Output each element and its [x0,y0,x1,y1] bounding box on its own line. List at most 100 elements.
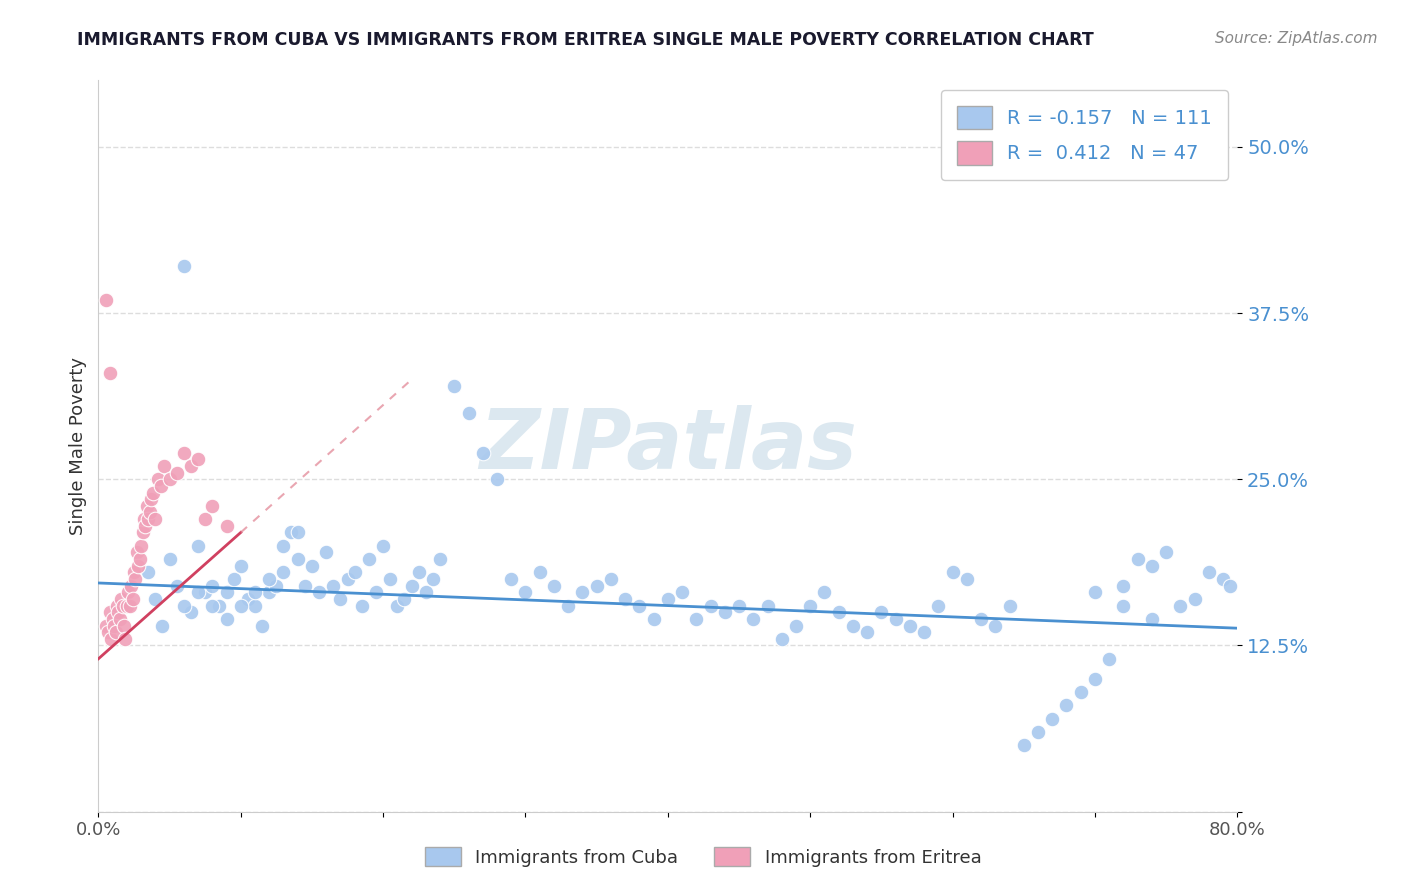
Point [94,618,117,632]
Point [98,366,121,380]
Point [357,552,380,566]
Point [1126,552,1149,566]
Point [1056,698,1078,713]
Point [115,599,138,613]
Point [415,585,437,599]
Point [138,506,160,520]
Point [122,566,145,580]
Point [145,512,167,526]
Point [173,599,195,613]
Point [1170,599,1192,613]
Point [128,552,150,566]
Point [643,612,665,626]
Point [1070,685,1092,699]
Point [1012,738,1035,752]
Point [970,612,993,626]
Point [350,599,373,613]
Point [103,618,125,632]
Point [131,525,153,540]
Point [117,585,139,599]
Point [136,566,159,580]
Point [236,591,259,606]
Point [628,599,651,613]
Point [1040,712,1063,726]
Point [1198,566,1220,580]
Point [187,539,209,553]
Point [457,406,479,420]
Point [315,545,337,559]
Point [208,599,231,613]
Point [714,605,737,619]
Point [1026,725,1049,739]
Point [1140,558,1163,573]
Point [194,585,217,599]
Point [529,566,551,580]
Point [898,618,921,632]
Point [380,572,402,586]
Point [408,566,430,580]
Point [215,612,238,626]
Point [927,599,949,613]
Text: ZIPatlas: ZIPatlas [479,406,856,486]
Point [770,632,793,646]
Point [136,512,159,526]
Point [657,591,679,606]
Point [856,625,879,640]
Point [301,558,323,573]
Point [201,579,224,593]
Point [139,492,162,507]
Point [153,458,176,473]
Point [118,599,141,613]
Point [614,591,637,606]
Point [1084,585,1107,599]
Point [187,585,209,599]
Point [401,579,423,593]
Point [145,591,167,606]
Point [1140,612,1163,626]
Point [98,605,121,619]
Point [229,558,252,573]
Point [250,618,273,632]
Legend: R = -0.157   N = 111, R =  0.412   N = 47: R = -0.157 N = 111, R = 0.412 N = 47 [941,90,1227,180]
Point [114,632,136,646]
Point [121,591,143,606]
Point [471,445,494,459]
Point [322,579,344,593]
Point [194,512,217,526]
Point [1084,672,1107,686]
Point [671,585,693,599]
Point [273,566,295,580]
Point [394,591,416,606]
Point [343,566,366,580]
Point [1154,545,1177,559]
Point [266,579,288,593]
Point [287,525,309,540]
Point [870,605,893,619]
Point [422,572,444,586]
Point [1212,572,1234,586]
Point [101,612,124,626]
Point [600,572,623,586]
Point [173,445,195,459]
Point [501,572,523,586]
Point [141,485,163,500]
Point [104,625,127,640]
Point [127,558,149,573]
Point [243,599,266,613]
Point [685,612,707,626]
Point [942,566,965,580]
Point [443,379,465,393]
Point [1098,652,1121,666]
Point [799,599,821,613]
Point [1184,591,1206,606]
Point [828,605,851,619]
Point [1219,579,1241,593]
Point [756,599,779,613]
Point [387,599,409,613]
Point [166,579,188,593]
Point [148,472,170,486]
Point [115,599,138,613]
Point [280,525,302,540]
Point [134,518,156,533]
Point [243,585,266,599]
